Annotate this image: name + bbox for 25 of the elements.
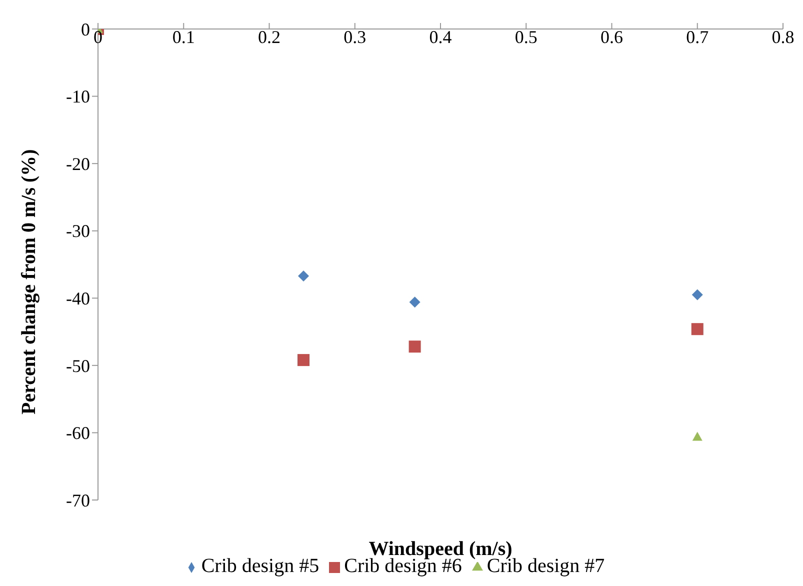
y-tick-label: -10 — [66, 86, 90, 107]
point — [298, 270, 309, 282]
y-axis-title: Percent change from 0 m/s (%) — [18, 149, 40, 414]
x-tick-label: 0.3 — [344, 27, 366, 47]
y-tick-label: -20 — [66, 154, 90, 174]
point — [298, 354, 310, 366]
y-tick-label: -50 — [66, 356, 90, 376]
legend-label: Crib design #5 — [201, 555, 320, 577]
x-tick-label: 0.5 — [514, 27, 538, 47]
x-tick-label: 0.7 — [686, 27, 709, 47]
x-tick-label: 0.2 — [258, 27, 280, 47]
x-tick-label: 0.8 — [772, 27, 794, 47]
x-tick-label: 0 — [94, 27, 102, 47]
x-axis-title: Windspeed (m/s) — [368, 538, 512, 560]
y-tick-label: -30 — [66, 221, 90, 242]
point — [691, 323, 704, 336]
point — [409, 296, 420, 308]
x-tick-label: 0.4 — [429, 27, 452, 47]
point — [692, 289, 703, 300]
y-tick-label: -40 — [66, 288, 90, 309]
y-tick-label: -70 — [66, 490, 90, 510]
x-tick-label: 0.1 — [172, 27, 195, 47]
point — [408, 340, 421, 353]
y-tick-label: -60 — [66, 423, 90, 444]
x-tick-label: 0.6 — [600, 27, 623, 47]
